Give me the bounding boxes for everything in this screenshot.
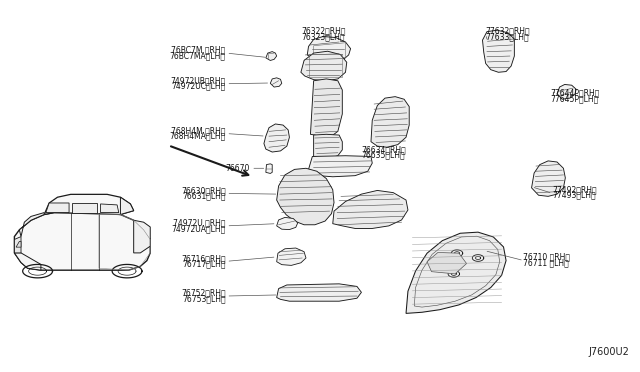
Polygon shape (310, 79, 342, 137)
Polygon shape (483, 30, 515, 72)
Text: 768H4M 〈RH〉: 768H4M 〈RH〉 (171, 126, 226, 135)
Polygon shape (46, 203, 69, 212)
Text: 76630〈RH〉: 76630〈RH〉 (181, 186, 226, 195)
Polygon shape (14, 212, 150, 270)
Text: 76631〈LH〉: 76631〈LH〉 (182, 192, 226, 201)
Polygon shape (16, 241, 21, 247)
Text: 768H4MA〈LH〉: 768H4MA〈LH〉 (170, 132, 226, 141)
Polygon shape (120, 197, 134, 215)
Text: 76710 〈RH〉: 76710 〈RH〉 (523, 252, 570, 262)
Polygon shape (406, 232, 506, 313)
Polygon shape (270, 78, 282, 87)
Text: 76BC7M 〈RH〉: 76BC7M 〈RH〉 (172, 46, 226, 55)
Text: 76322〈RH〉: 76322〈RH〉 (301, 26, 346, 35)
Polygon shape (427, 253, 467, 274)
Polygon shape (308, 156, 372, 177)
Polygon shape (276, 248, 306, 265)
Polygon shape (276, 168, 334, 225)
Text: 76634〈RH〉: 76634〈RH〉 (362, 145, 406, 154)
Polygon shape (264, 124, 289, 152)
Text: 76635〈LH〉: 76635〈LH〉 (362, 151, 405, 160)
Text: 77633〈LH〉: 77633〈LH〉 (486, 32, 529, 41)
Text: 74972U 〈RH〉: 74972U 〈RH〉 (173, 218, 226, 227)
Text: 74972UC〈LH〉: 74972UC〈LH〉 (172, 82, 226, 91)
Text: 76753〈LH〉: 76753〈LH〉 (182, 294, 226, 303)
Polygon shape (266, 164, 272, 173)
Text: J7600U2: J7600U2 (588, 347, 629, 357)
Polygon shape (134, 220, 150, 253)
Text: 76717〈LH〉: 76717〈LH〉 (182, 260, 226, 269)
Polygon shape (72, 203, 97, 212)
Polygon shape (14, 237, 21, 253)
Text: 76670: 76670 (225, 164, 250, 173)
Text: 77493〈LH〉: 77493〈LH〉 (552, 191, 596, 200)
Text: 77644P〈RH〉: 77644P〈RH〉 (550, 89, 600, 97)
Text: 77632〈RH〉: 77632〈RH〉 (486, 26, 531, 35)
Polygon shape (333, 190, 408, 228)
Polygon shape (100, 204, 119, 212)
Text: 76752〈RH〉: 76752〈RH〉 (181, 289, 226, 298)
Text: 76711 〈LH〉: 76711 〈LH〉 (523, 258, 568, 267)
Polygon shape (14, 253, 41, 270)
Text: 74972UA〈LH〉: 74972UA〈LH〉 (172, 224, 226, 233)
Polygon shape (307, 36, 351, 63)
Polygon shape (44, 194, 134, 215)
Text: 74972UB〈RH〉: 74972UB〈RH〉 (170, 76, 226, 85)
Polygon shape (301, 51, 347, 81)
Polygon shape (276, 217, 298, 230)
Text: 76BC7MA〈LH〉: 76BC7MA〈LH〉 (170, 51, 226, 60)
Polygon shape (276, 284, 362, 301)
Polygon shape (314, 134, 342, 158)
Polygon shape (266, 52, 276, 61)
Polygon shape (19, 212, 44, 237)
Polygon shape (532, 161, 565, 196)
Text: 77492〈RH〉: 77492〈RH〉 (552, 185, 597, 194)
Text: 77645P〈LH〉: 77645P〈LH〉 (550, 94, 599, 103)
Polygon shape (371, 97, 409, 147)
Polygon shape (557, 84, 576, 99)
Text: 76716〈RH〉: 76716〈RH〉 (181, 254, 226, 263)
Text: 76323〈LH〉: 76323〈LH〉 (301, 32, 345, 41)
